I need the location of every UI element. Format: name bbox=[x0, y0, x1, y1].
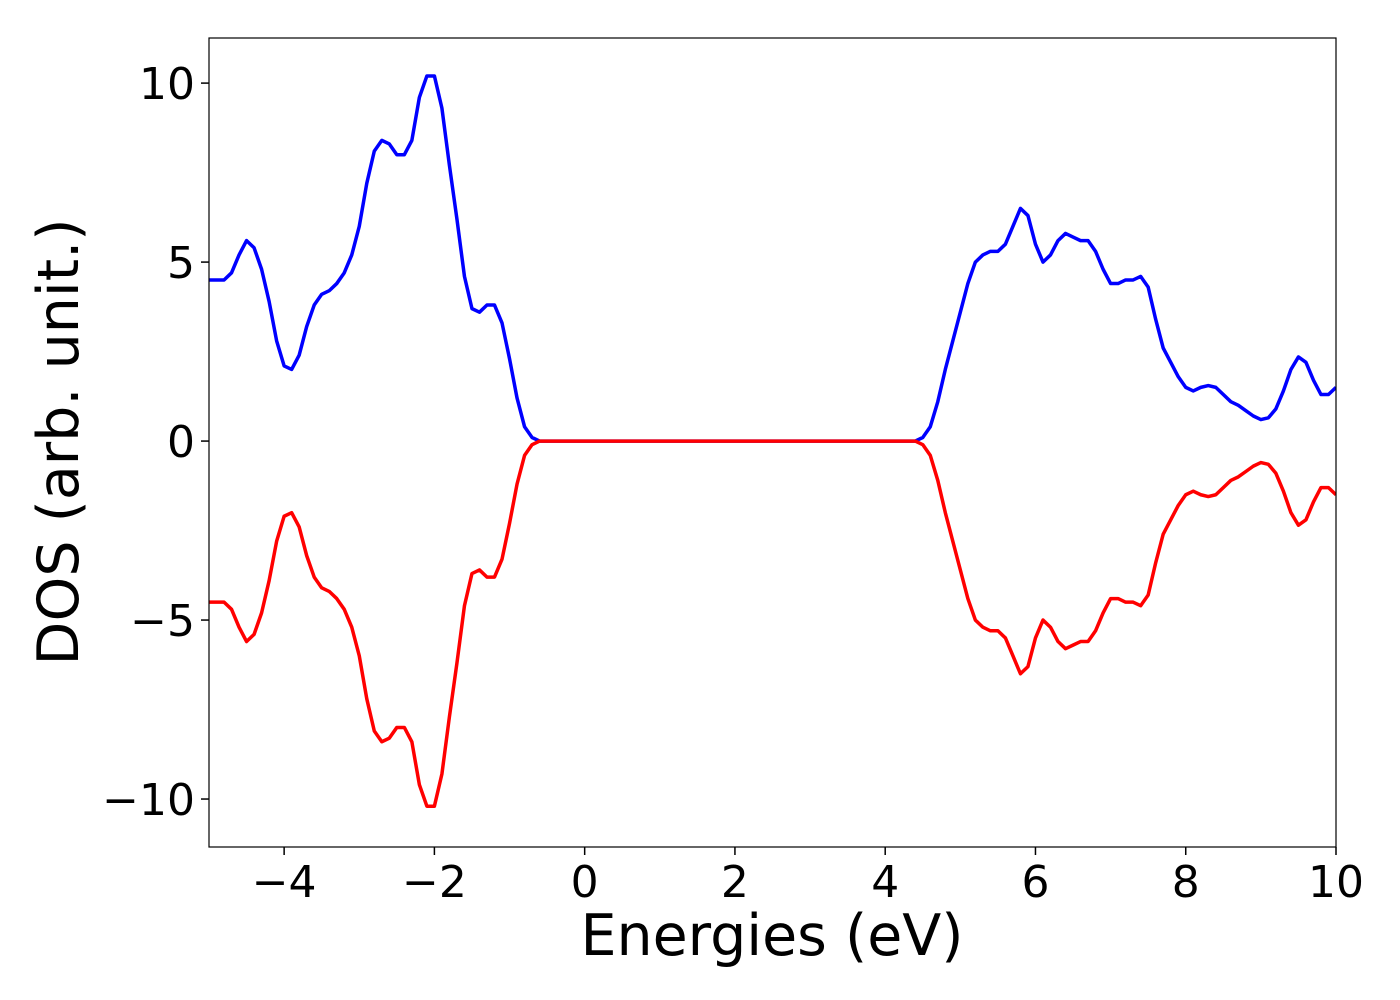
y-tick-label: 5 bbox=[167, 238, 195, 289]
y-axis-label: DOS (arb. unit.) bbox=[26, 219, 92, 666]
series-line bbox=[209, 439, 1336, 808]
series-line bbox=[209, 74, 1336, 443]
x-tick-label: 4 bbox=[871, 857, 899, 908]
y-tick-label: −5 bbox=[130, 596, 195, 647]
y-tick-label: 10 bbox=[139, 59, 195, 110]
x-tick-label: −2 bbox=[402, 857, 467, 908]
x-tick-label: −4 bbox=[252, 857, 317, 908]
x-tick-label: 0 bbox=[571, 857, 599, 908]
plot-frame bbox=[208, 37, 1337, 848]
x-tick-label: 10 bbox=[1308, 857, 1364, 908]
y-tick-label: 0 bbox=[167, 417, 195, 468]
x-axis-label: Energies (eV) bbox=[580, 903, 963, 969]
x-tick-label: 6 bbox=[1021, 857, 1049, 908]
x-tick-label: 8 bbox=[1172, 857, 1200, 908]
y-tick-label: −10 bbox=[102, 775, 195, 826]
x-tick-label: 2 bbox=[721, 857, 749, 908]
